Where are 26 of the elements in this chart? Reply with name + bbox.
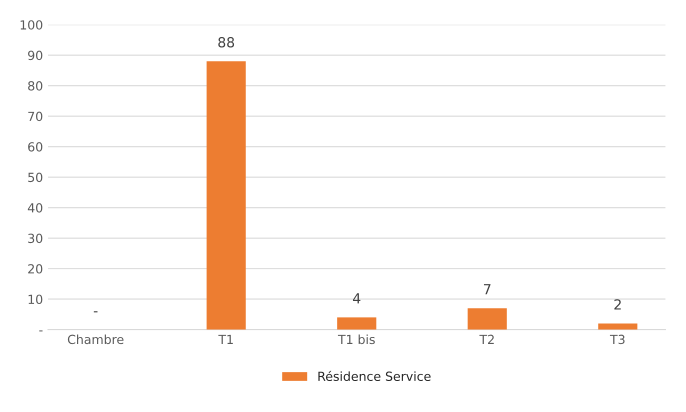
y-tick-label: 30 bbox=[28, 234, 42, 244]
bar bbox=[206, 61, 246, 330]
text: 88 bbox=[218, 37, 234, 48]
y-tick-label: 60 bbox=[28, 142, 42, 152]
y-tick-label: 100 bbox=[20, 20, 42, 30]
y-tick-label: 10 bbox=[28, 294, 42, 304]
bar bbox=[598, 324, 638, 330]
y-tick-label: 50 bbox=[28, 172, 42, 182]
text: 2 bbox=[614, 299, 621, 310]
y-tick-label: 80 bbox=[28, 81, 42, 91]
legend-label: Résidence Service bbox=[318, 370, 431, 382]
text: 4 bbox=[352, 293, 360, 304]
x-tick-label: T3 bbox=[610, 334, 625, 344]
x-tick-label: T1 bis bbox=[338, 334, 375, 344]
y-tick-label: 40 bbox=[28, 203, 42, 213]
bar bbox=[468, 308, 507, 330]
y-tick-label: - bbox=[39, 330, 43, 332]
y-tick-label: 20 bbox=[28, 264, 42, 274]
y-tick-label: 70 bbox=[28, 112, 42, 122]
x-tick-label: T2 bbox=[479, 334, 494, 344]
text: - bbox=[94, 311, 98, 312]
text: 7 bbox=[484, 284, 490, 294]
bar bbox=[337, 317, 376, 330]
x-tick-label: Chambre bbox=[68, 334, 124, 344]
y-tick-label: 90 bbox=[28, 50, 42, 60]
x-tick-label: T1 bbox=[218, 334, 233, 344]
